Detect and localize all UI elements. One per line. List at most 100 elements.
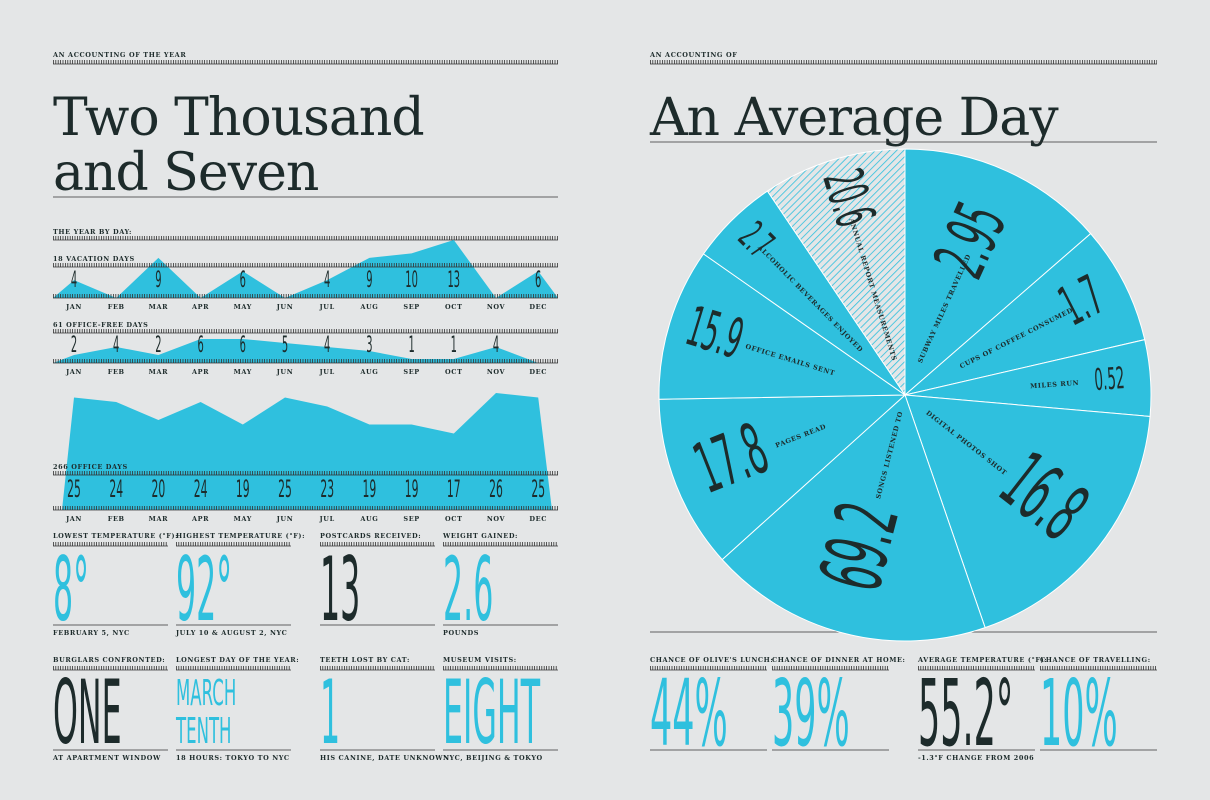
x-tick-label: OCT [445,515,462,523]
value-label: 19 [405,476,419,503]
x-tick-label: AUG [359,368,378,376]
value-label: 9 [155,268,161,294]
pie-slice [658,394,907,561]
stat-label: LOWEST TEMPERATURE (°F): [53,532,178,540]
x-tick-label: FEB [108,368,125,376]
stat-value: 2.6 [443,539,493,641]
value-label: 25 [67,476,81,503]
x-tick-label: JUN [276,368,294,376]
stat-value: 10% [1040,660,1118,767]
x-tick-label: SEP [403,368,419,376]
x-tick-label: MAY [234,303,252,311]
stat-value: ONE [53,662,122,764]
stat-value: 13 [320,539,360,641]
chart-title: 266 OFFICE DAYS [53,463,128,471]
stat-value: 8° [53,539,89,641]
x-tick-label: SEP [403,303,419,311]
area [62,393,552,510]
stat-label: BURGLARS CONFRONTED: [53,656,165,664]
chart-title: 18 VACATION DAYS [53,255,135,263]
pie-slice [766,148,906,397]
stat-label: CHANCE OF OLIVE'S LUNCH: [650,656,773,664]
x-tick-label: OCT [445,368,462,376]
x-tick-label: FEB [108,303,125,311]
value-label: 9 [366,268,372,294]
stat-value: EIGHT [443,662,540,764]
x-tick-label: JUL [319,515,335,523]
value-label: 2 [155,333,161,359]
stat-label: WEIGHT GAINED: [442,532,518,540]
x-tick-label: MAR [149,368,168,376]
kicker: AN ACCOUNTING OF [649,51,737,59]
value-label: 5 [282,333,288,359]
x-tick-label: JAN [65,303,82,311]
x-tick-label: JUL [319,368,335,376]
stat-note: JULY 10 & AUGUST 2, NYC [175,629,287,637]
stat-label: TEETH LOST BY CAT: [320,656,410,664]
value-label: 20 [152,476,166,503]
area [53,339,558,363]
value-label: 6 [197,333,203,359]
value-label: 6 [535,268,541,294]
stat-value: 44% [650,660,728,767]
value-label: 4 [324,268,330,294]
x-tick-label: JAN [65,515,82,523]
slice-label: MILES RUN [1030,379,1080,390]
stat-note: 18 HOURS: TOKYO TO NYC [176,754,290,762]
stat-value: TENTH [175,710,231,752]
value-label: 17 [447,476,461,503]
value-label: 24 [109,476,123,503]
value-label: 10 [405,268,418,294]
slice-value: 0.52 [1093,361,1125,398]
stat-note: HIS CANINE, DATE UNKNOWN [320,754,450,762]
value-label: 6 [240,333,246,359]
x-tick-label: FEB [108,515,125,523]
value-label: 4 [113,333,119,359]
value-label: 6 [240,268,246,294]
value-label: 13 [448,268,461,294]
x-tick-label: DEC [529,303,547,311]
x-tick-label: MAY [234,515,252,523]
title: An Average Day [649,88,1059,148]
value-label: 23 [320,476,334,503]
stat-value: MARCH [176,672,236,714]
stat-note: FEBRUARY 5, NYC [53,629,130,637]
stat-note: POUNDS [443,629,479,637]
stat-note: AT APARTMENT WINDOW [52,754,161,762]
x-tick-label: JUL [319,303,335,311]
value-label: 4 [71,268,77,294]
value-label: 1 [451,333,457,359]
title: and Seven [53,143,319,203]
x-tick-label: JUN [276,515,294,523]
stat-label: POSTCARDS RECEIVED: [320,532,421,540]
stat-label: CHANCE OF DINNER AT HOME: [772,656,906,664]
stat-note: -1.3°F CHANGE FROM 2006 [918,754,1034,762]
value-label: 24 [194,476,208,503]
x-tick-label: APR [191,368,209,376]
x-tick-label: NOV [487,303,506,311]
x-tick-label: MAR [149,303,168,311]
stat-label: CHANCE OF TRAVELLING: [1040,656,1151,664]
x-tick-label: SEP [403,515,419,523]
value-label: 4 [324,333,330,359]
title: Two Thousand [53,88,424,148]
x-tick-label: DEC [529,368,547,376]
pie-slice [658,253,907,400]
x-tick-label: MAR [149,515,168,523]
x-tick-label: JAN [65,368,82,376]
value-label: 25 [278,476,292,503]
value-label: 19 [363,476,377,503]
stat-note: NYC, BEIJING & TOKYO [443,754,543,762]
stat-label: AVERAGE TEMPERATURE (°F): [917,656,1047,664]
value-label: 19 [236,476,250,503]
pie-slice [904,148,1092,397]
stat-value: 1 [320,662,340,764]
x-tick-label: APR [191,303,209,311]
x-tick-label: NOV [487,368,506,376]
x-tick-label: JUN [276,303,294,311]
stat-label: LONGEST DAY OF THE YEAR: [176,656,299,664]
x-tick-label: OCT [445,303,462,311]
area [53,240,558,298]
section-label: THE YEAR BY DAY: [53,228,132,236]
